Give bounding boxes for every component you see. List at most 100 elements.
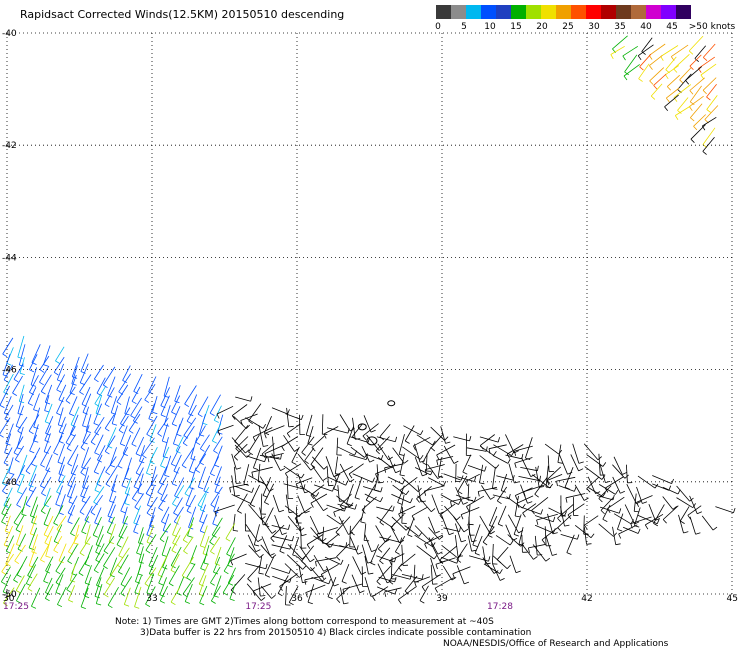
wind-barb-flag <box>117 465 123 469</box>
wind-barb <box>84 524 91 544</box>
wind-barb <box>556 476 576 482</box>
wind-barb <box>574 484 585 501</box>
wind-barb-flag <box>316 533 319 539</box>
wind-barb <box>19 454 28 474</box>
wind-barb-flag <box>45 421 51 424</box>
wind-barb <box>430 543 442 564</box>
wind-barb <box>284 563 300 578</box>
wind-barb <box>104 435 116 452</box>
wind-barb-flag <box>40 485 45 489</box>
wind-barb <box>338 516 349 535</box>
wind-barb <box>404 425 415 442</box>
wind-barb-flag <box>315 561 317 567</box>
wind-barb-flag <box>367 561 373 564</box>
wind-barb <box>474 535 483 554</box>
wind-barb <box>364 577 372 597</box>
wind-barb <box>454 535 459 557</box>
wind-barb-flag <box>84 582 90 586</box>
wind-barb-flag <box>690 117 695 122</box>
wind-barb <box>416 485 432 500</box>
wind-barb <box>534 476 548 495</box>
wind-barb-flag <box>677 110 682 114</box>
wind-barb <box>128 413 141 431</box>
wind-barb-flag <box>33 409 39 412</box>
wind-barb-flag <box>94 471 99 475</box>
wind-barb <box>337 446 355 456</box>
wind-barb <box>145 586 156 605</box>
wind-barb-flag <box>159 538 165 543</box>
wind-barb-flag <box>31 463 36 467</box>
wind-barb-flag <box>424 469 427 475</box>
wind-barb <box>557 503 574 519</box>
wind-barb-flag <box>253 467 259 470</box>
wind-barb <box>370 544 379 564</box>
wind-barb-flag <box>134 506 140 511</box>
wind-barb-flag <box>515 570 521 574</box>
wind-barb <box>414 576 431 583</box>
wind-barb <box>272 494 280 513</box>
wind-barb <box>392 447 405 464</box>
wind-barb <box>523 484 545 493</box>
wind-barb <box>199 434 210 449</box>
wind-barb <box>103 577 115 595</box>
wind-barb-flag <box>285 473 289 478</box>
wind-barb-flag <box>410 498 413 504</box>
wind-barb-flag <box>58 424 64 427</box>
wind-barb-flag <box>419 454 424 460</box>
wind-barb-flag <box>304 510 310 514</box>
wind-barb-flag <box>323 465 328 470</box>
wind-barb <box>82 466 89 488</box>
wind-barb <box>14 445 25 460</box>
wind-barb <box>253 524 260 545</box>
wind-barb <box>436 444 456 456</box>
wind-barb <box>141 437 155 456</box>
wind-barb-flag <box>93 501 99 506</box>
wind-barb <box>251 466 273 473</box>
wind-barb <box>197 396 209 415</box>
wind-barb-flag <box>151 484 157 487</box>
wind-barb-flag <box>598 498 603 503</box>
wind-barb <box>132 406 143 422</box>
wind-barb-flag <box>567 471 573 475</box>
note-line-2: 3)Data buffer is 22 hrs from 20150510 4)… <box>140 628 532 638</box>
wind-barb-flag <box>264 453 268 459</box>
wind-barb-flag <box>622 471 628 475</box>
wind-barb <box>307 584 315 603</box>
wind-barb <box>3 396 12 414</box>
wind-barb <box>466 495 485 507</box>
wind-barb-flag <box>135 581 141 584</box>
wind-barb <box>305 414 313 436</box>
wind-barb <box>413 564 416 582</box>
wind-barb-flag <box>437 475 443 479</box>
wind-barb <box>430 433 444 449</box>
wind-barb-flag <box>3 379 9 383</box>
wind-barb <box>364 555 369 575</box>
wind-barb <box>3 487 13 506</box>
wind-barb-flag <box>4 412 9 416</box>
wind-barb-flag <box>81 531 87 535</box>
wind-barb-flag <box>181 575 187 579</box>
wind-barb-flag <box>456 516 461 521</box>
wind-barb-flag <box>302 565 307 570</box>
wind-barb <box>90 426 102 443</box>
wind-barb <box>55 574 64 593</box>
wind-barb-flag <box>533 556 538 560</box>
legend-tick-label: 40 <box>640 22 652 32</box>
wind-barb <box>388 563 403 582</box>
wind-barb-flag <box>210 504 216 508</box>
wind-barb <box>2 337 14 355</box>
wind-barb <box>564 467 574 488</box>
wind-barb-flag <box>405 490 410 496</box>
wind-barb <box>518 527 524 545</box>
wind-barb <box>1 503 12 523</box>
wind-barb-flag <box>456 558 459 564</box>
wind-barb-flag <box>73 542 79 545</box>
wind-barb-flag <box>271 594 276 599</box>
wind-barb <box>375 436 390 451</box>
wind-barb <box>231 453 237 470</box>
wind-barb <box>67 465 78 486</box>
wind-barb-flag <box>378 548 383 553</box>
wind-barb-flag <box>271 554 277 559</box>
wind-barb <box>230 574 246 591</box>
wind-barb <box>258 425 264 447</box>
